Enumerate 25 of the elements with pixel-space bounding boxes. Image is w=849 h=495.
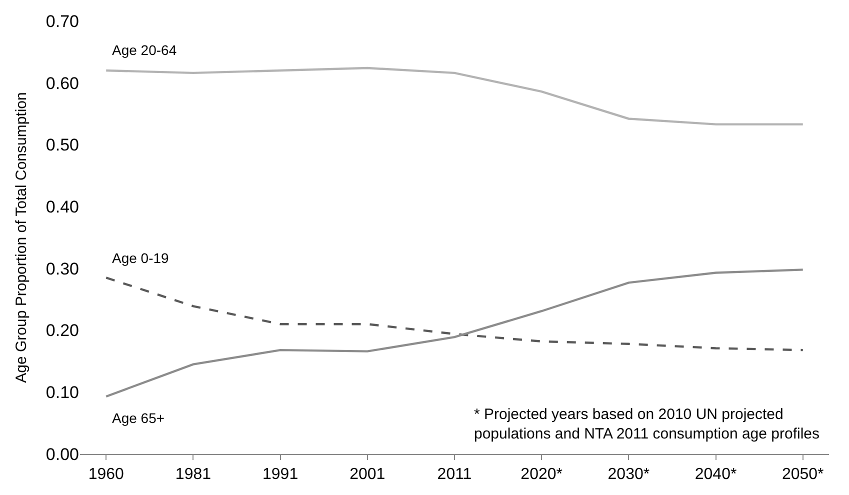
y-tick-label: 0.00 [46,444,79,464]
y-tick-label: 0.60 [46,74,79,93]
x-tick-label: 2030* [608,466,650,484]
x-tick-label: 1991 [262,466,298,484]
y-tick-label: 0.30 [46,259,79,278]
y-tick-label: 0.70 [46,12,79,31]
y-tick-label: 0.20 [46,321,79,340]
x-tick-label: 2050* [782,466,824,484]
line-series [105,276,804,352]
x-tick-label: 2011 [437,466,472,484]
annotation: * Projected years based on 2010 UN projected populations and NTA 2011 consumption age profiles [474,406,820,442]
y-tick-label: 0.40 [46,198,79,217]
y-tick-label: 0.50 [46,136,79,155]
x-tick-label: 2040* [694,466,737,484]
x-tick-label: 2001 [350,466,386,484]
series-label: Age 20-64 [112,42,177,58]
x-tick-label: 1960 [88,466,124,484]
line-series [105,66,804,126]
series-label: Age 0-19 [112,250,170,266]
series-label: Age 65+ [112,410,165,426]
x-tick-label: 2020* [520,466,563,484]
x-tick-label: 1981 [175,466,212,484]
line-series [105,268,804,398]
y-tick-label: 0.10 [46,383,79,402]
y-axis-title: Age Group Proportion of Total Consumption [13,92,30,383]
